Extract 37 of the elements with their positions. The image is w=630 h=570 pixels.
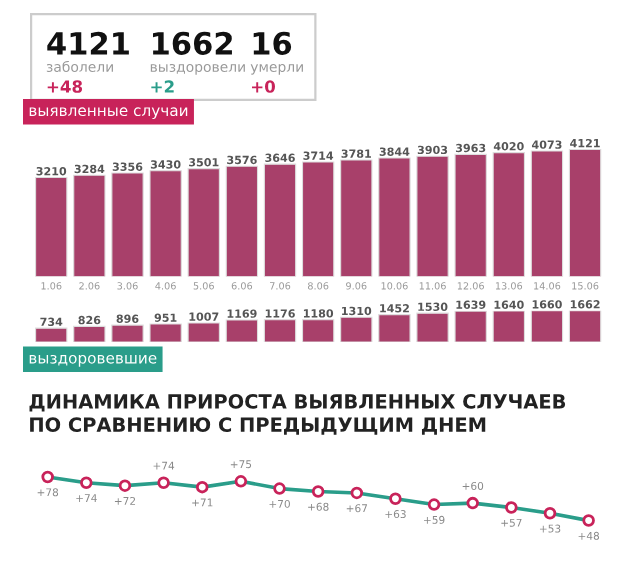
bar [492, 310, 525, 342]
text: 16 [253, 31, 292, 55]
text: 4121 [47, 31, 129, 55]
bar [492, 152, 525, 277]
bar [340, 316, 373, 342]
bar [301, 161, 335, 277]
bar [187, 322, 220, 342]
text: 1662 [153, 31, 232, 55]
bar [454, 310, 487, 342]
bar [340, 159, 373, 277]
bar [149, 170, 182, 277]
bar [301, 319, 335, 342]
bar [225, 165, 259, 277]
bar [263, 163, 297, 277]
bar [35, 177, 68, 277]
bar [416, 155, 449, 277]
text: +0 [252, 80, 275, 93]
bar [530, 150, 564, 277]
bar [530, 310, 564, 342]
bar [73, 174, 106, 277]
bar [111, 324, 144, 342]
bar [73, 325, 106, 342]
bar [568, 148, 602, 277]
bar [35, 327, 68, 342]
bar [378, 314, 411, 342]
bar [149, 323, 182, 342]
bar [225, 319, 259, 342]
bar [263, 319, 297, 342]
chart-title: ДИНАМИКА ПРИРОСТА ВЫЯВЛЕННЫХ СЛУЧАЕВ ПО СРАВНЕНИЮ С ПРЕДЫДУЩИМ ДНЕМ [29, 394, 566, 435]
bar [568, 310, 602, 342]
bar [187, 168, 220, 277]
bar [111, 172, 144, 277]
bar [416, 312, 449, 342]
bar [454, 153, 487, 277]
text: +48 [47, 80, 83, 93]
bar [378, 157, 411, 277]
text: +2 [151, 80, 174, 93]
